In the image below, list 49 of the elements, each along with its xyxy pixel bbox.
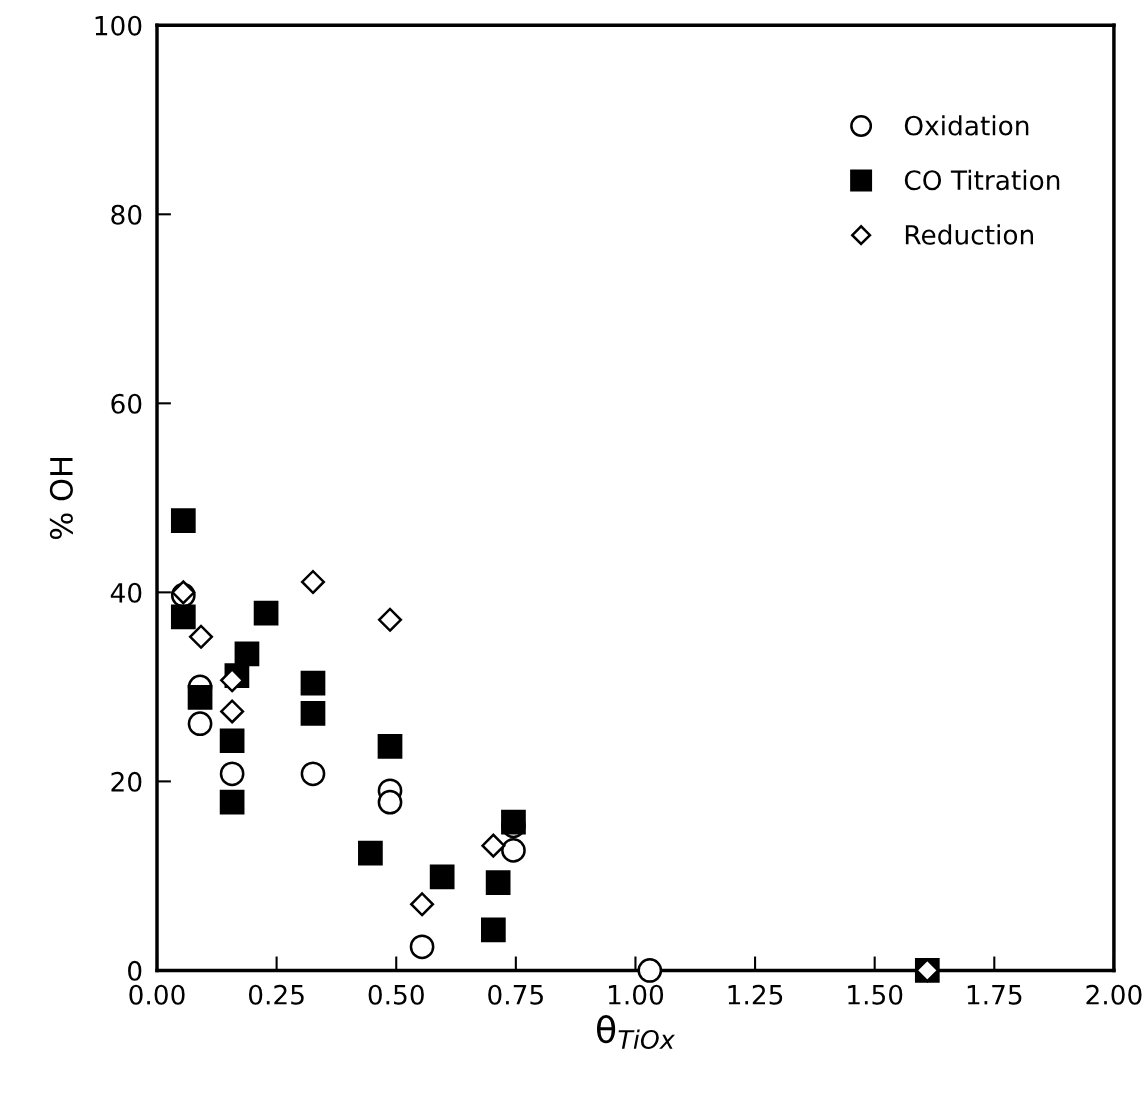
point <box>410 892 435 917</box>
y-tick-label: 80 <box>111 204 142 225</box>
y-tick-label: 100 <box>95 15 142 36</box>
point <box>187 684 213 710</box>
x-tick-label: 1.00 <box>608 984 664 1005</box>
point <box>170 604 196 630</box>
point <box>481 833 506 858</box>
point <box>300 569 326 595</box>
point <box>637 958 663 983</box>
x-tick-label: 0.50 <box>368 984 424 1005</box>
point <box>220 668 245 693</box>
x-tick-label: 1.25 <box>728 984 783 1005</box>
x-tick-label: 1.75 <box>967 985 1022 1005</box>
y-tick-label: 20 <box>111 771 142 792</box>
y-tick-label: 40 <box>110 582 142 603</box>
x-tick-label: 2.00 <box>1086 984 1142 1005</box>
legend-label: CO Titration <box>904 169 1060 191</box>
point <box>501 838 526 863</box>
y-axis-title: % OH <box>49 457 73 540</box>
point <box>219 761 245 787</box>
point <box>219 789 245 815</box>
x-tick-label: 0.00 <box>129 984 185 1005</box>
point <box>187 711 213 737</box>
point <box>220 699 245 724</box>
point <box>300 761 326 787</box>
point <box>300 670 326 696</box>
legend-label: Reduction <box>905 224 1034 245</box>
point <box>485 870 511 895</box>
point <box>377 734 403 759</box>
point <box>377 607 403 632</box>
x-axis-title: θ$_{TiOx}$ <box>597 1015 675 1050</box>
x-tick-label: 1.50 <box>848 984 903 1005</box>
x-tick-label: 0.75 <box>488 984 543 1005</box>
point <box>480 917 506 943</box>
point <box>300 700 326 726</box>
legend-label: Oxidation <box>904 115 1029 136</box>
point <box>501 809 526 835</box>
y-tick-label: 60 <box>111 393 142 414</box>
point <box>409 934 435 960</box>
point <box>253 600 279 626</box>
point <box>234 641 260 667</box>
y-tick-label: 0 <box>128 960 142 981</box>
point <box>188 624 214 649</box>
point <box>170 508 196 533</box>
point <box>358 840 383 866</box>
point <box>377 789 403 815</box>
point <box>429 864 455 890</box>
point <box>219 728 245 754</box>
x-tick-label: 0.25 <box>248 984 304 1005</box>
